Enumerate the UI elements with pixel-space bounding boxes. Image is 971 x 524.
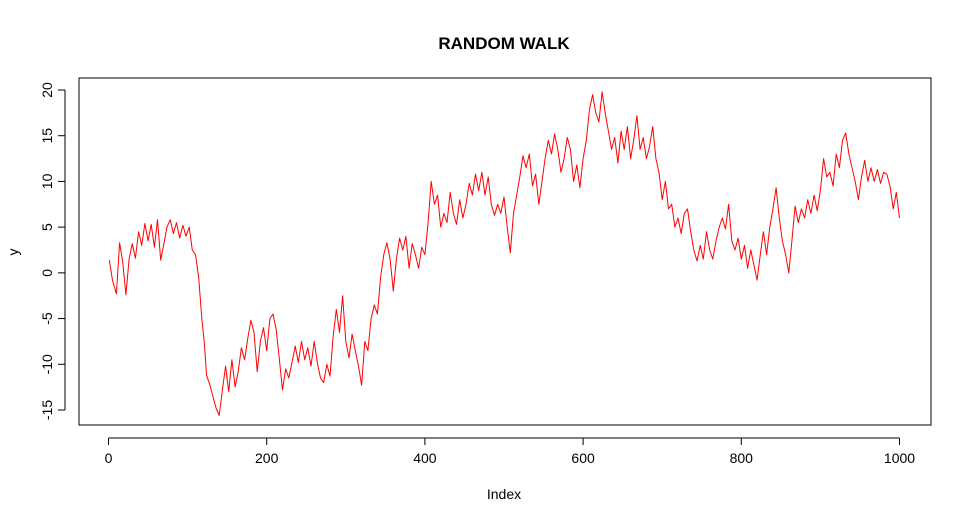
y-tick-label: 5 xyxy=(39,223,55,231)
plot-box xyxy=(78,77,932,426)
x-axis: 0 200 400 600 800 1000 xyxy=(105,437,915,466)
x-tick-label: 0 xyxy=(105,450,113,466)
x-tick-label: 400 xyxy=(413,450,437,466)
chart-title: RANDOM WALK xyxy=(438,34,570,53)
y-tick-label: -5 xyxy=(39,312,55,325)
y-tick-label: 15 xyxy=(39,128,55,144)
x-axis-label: Index xyxy=(487,486,521,502)
x-tick-label: 800 xyxy=(730,450,754,466)
y-tick-label: 10 xyxy=(39,173,55,189)
y-tick-label: -10 xyxy=(39,354,55,374)
series-layer xyxy=(108,91,900,416)
y-axis: -15 -10 -5 0 5 10 15 20 xyxy=(39,82,66,420)
y-tick-label: 0 xyxy=(39,269,55,277)
x-tick-label: 600 xyxy=(571,450,595,466)
y-tick-label: 20 xyxy=(39,82,55,98)
y-tick-label: -15 xyxy=(39,400,55,420)
x-tick-label: 200 xyxy=(255,450,279,466)
y-axis-label: y xyxy=(5,249,21,256)
x-tick-label: 1000 xyxy=(884,450,915,466)
series-line xyxy=(108,91,900,416)
